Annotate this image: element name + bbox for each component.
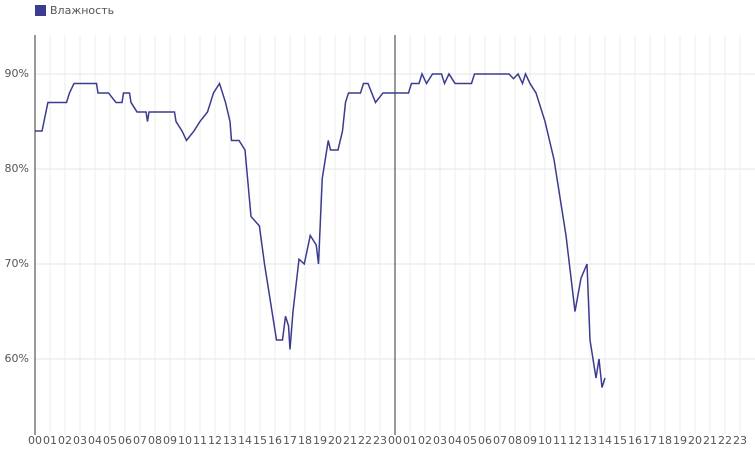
x-tick-label: 06	[478, 434, 492, 447]
x-tick-label: 13	[583, 434, 597, 447]
x-tick-label: 10	[538, 434, 552, 447]
x-tick-label: 12	[208, 434, 222, 447]
x-tick-label: 09	[523, 434, 537, 447]
x-tick-label: 16	[628, 434, 642, 447]
y-tick-label: 80%	[5, 162, 29, 175]
x-tick-label: 04	[448, 434, 462, 447]
x-tick-label: 00	[28, 434, 42, 447]
x-tick-label: 03	[433, 434, 447, 447]
x-tick-label: 17	[283, 434, 297, 447]
x-tick-label: 22	[358, 434, 372, 447]
x-tick-label: 23	[733, 434, 747, 447]
x-tick-label: 11	[193, 434, 207, 447]
legend-label: Влажность	[50, 4, 114, 17]
x-tick-label: 07	[493, 434, 507, 447]
x-tick-label: 08	[508, 434, 522, 447]
x-tick-label: 21	[703, 434, 717, 447]
x-tick-label: 16	[268, 434, 282, 447]
x-tick-label: 19	[673, 434, 687, 447]
x-tick-label: 05	[103, 434, 117, 447]
x-tick-label: 14	[238, 434, 252, 447]
x-tick-label: 10	[178, 434, 192, 447]
x-tick-label: 03	[73, 434, 87, 447]
y-tick-label: 90%	[5, 67, 29, 80]
x-tick-label: 15	[613, 434, 627, 447]
y-tick-label: 70%	[5, 257, 29, 270]
x-tick-label: 18	[658, 434, 672, 447]
x-tick-label: 06	[118, 434, 132, 447]
x-tick-label: 20	[688, 434, 702, 447]
x-tick-label: 04	[88, 434, 102, 447]
legend-swatch	[35, 5, 46, 16]
x-tick-label: 17	[643, 434, 657, 447]
line	[35, 71, 606, 388]
x-tick-label: 02	[58, 434, 72, 447]
x-tick-label: 19	[313, 434, 327, 447]
x-tick-label: 20	[328, 434, 342, 447]
x-tick-label: 18	[298, 434, 312, 447]
x-tick-label: 22	[718, 434, 732, 447]
x-tick-label: 01	[403, 434, 417, 447]
x-tick-label: 21	[343, 434, 357, 447]
x-tick-label: 11	[553, 434, 567, 447]
y-tick-label: 60%	[5, 352, 29, 365]
x-tick-label: 14	[598, 434, 612, 447]
x-tick-label: 05	[463, 434, 477, 447]
x-tick-label: 15	[253, 434, 267, 447]
x-tick-label: 00	[388, 434, 402, 447]
x-tick-label: 09	[163, 434, 177, 447]
x-tick-label: 01	[43, 434, 57, 447]
x-tick-label: 13	[223, 434, 237, 447]
x-tick-label: 07	[133, 434, 147, 447]
x-tick-label: 23	[373, 434, 387, 447]
x-tick-label: 12	[568, 434, 582, 447]
x-tick-label: 08	[148, 434, 162, 447]
x-tick-label: 02	[418, 434, 432, 447]
